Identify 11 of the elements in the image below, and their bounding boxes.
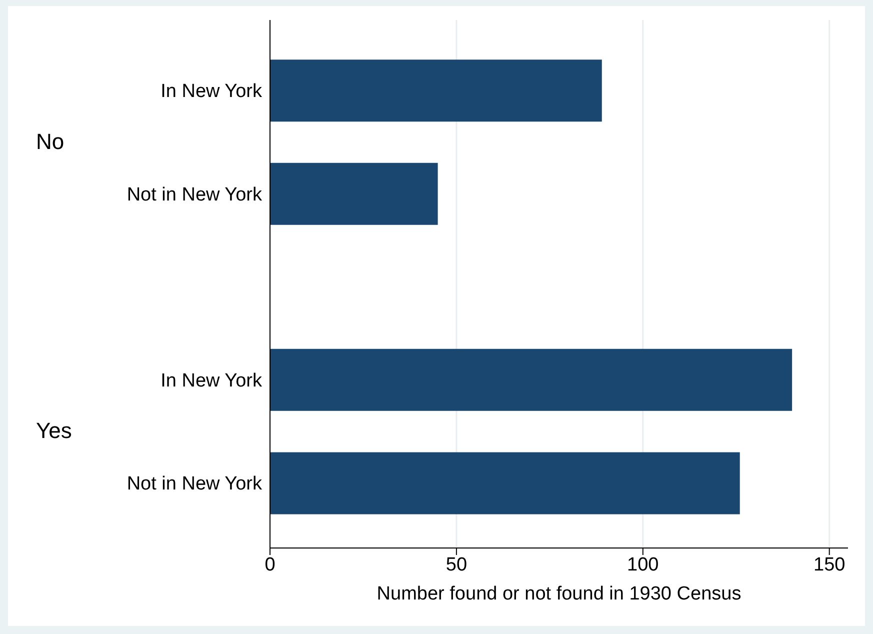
- x-tick-label: 100: [627, 554, 659, 576]
- x-axis-title: Number found or not found in 1930 Census: [376, 583, 742, 604]
- y-tick-label: In New York: [160, 81, 262, 102]
- text: Yes: [36, 418, 72, 444]
- text: No: [36, 128, 64, 155]
- x-tick-label: 150: [814, 554, 846, 576]
- x-tick-label: 50: [446, 554, 468, 576]
- y-tick-label: In New York: [160, 370, 262, 392]
- x-tick-label: 0: [264, 554, 276, 576]
- y-tick-label: Not in New York: [126, 474, 262, 495]
- y-tick-label: Not in New York: [126, 184, 262, 206]
